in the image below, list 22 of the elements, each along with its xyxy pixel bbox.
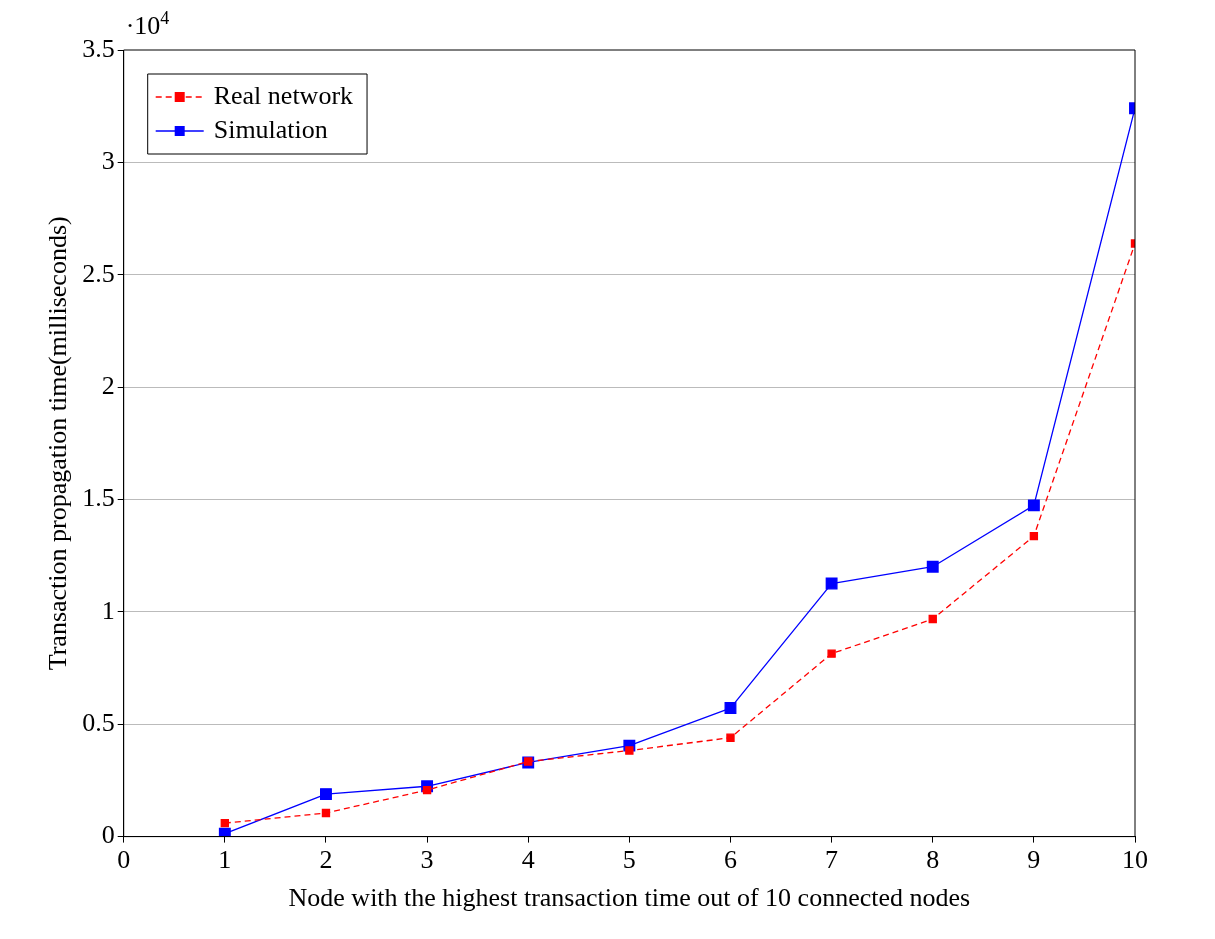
x-tick-label: 9 bbox=[1027, 845, 1041, 875]
legend-label: Real network bbox=[213, 80, 354, 110]
x-tick-label: 5 bbox=[622, 845, 636, 875]
y-tick-label: 2 bbox=[101, 370, 115, 400]
x-tick-label: 8 bbox=[926, 845, 940, 875]
x-axis-title: Node with the highest transaction time out of 10 connected nodes bbox=[288, 883, 971, 913]
y-tick-label: 0 bbox=[101, 820, 115, 850]
x-tick-label: 4 bbox=[521, 845, 535, 875]
legend-label: Simulation bbox=[213, 114, 328, 144]
y-tick-label: 1 bbox=[101, 595, 115, 625]
y-tick-label: 2.5 bbox=[82, 258, 115, 288]
x-tick-label: 6 bbox=[723, 845, 737, 875]
y-tick-label: 3 bbox=[101, 146, 115, 176]
y-tick-label: 1.5 bbox=[82, 483, 115, 513]
y-tick-label: 3.5 bbox=[82, 33, 115, 63]
x-tick-label: 3 bbox=[420, 845, 434, 875]
x-tick-label: 1 bbox=[218, 845, 232, 875]
x-tick-label: 7 bbox=[825, 845, 839, 875]
x-tick-label: 2 bbox=[319, 845, 333, 875]
x-tick-label: 10 bbox=[1122, 845, 1148, 875]
y-tick-label: 0.5 bbox=[82, 708, 115, 738]
y-axis-title: Transaction propagation time(milliseconds) bbox=[43, 216, 73, 671]
